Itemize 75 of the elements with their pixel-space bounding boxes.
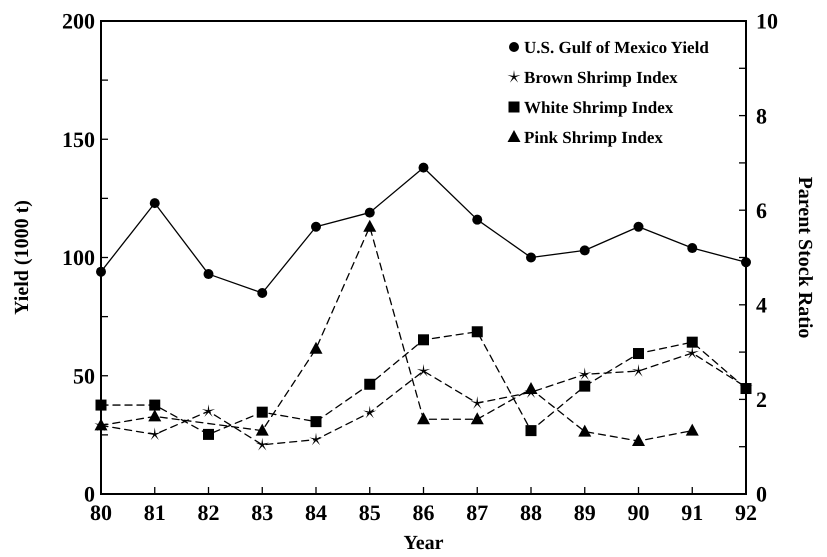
point (472, 214, 482, 225)
point (687, 243, 698, 254)
point (148, 409, 162, 422)
legend-label: Pink Shrimp Index (524, 128, 664, 147)
x-tick-label: 83 (251, 500, 274, 525)
point (150, 198, 160, 208)
x-tick-label: 88 (520, 500, 542, 525)
point (364, 378, 376, 390)
point (204, 269, 214, 280)
point (470, 412, 484, 424)
point (203, 428, 214, 440)
legend-label: White Shrimp Index (524, 98, 674, 117)
x-tick-label: 85 (358, 500, 381, 525)
x-tick-label: 91 (681, 500, 704, 525)
point (363, 406, 376, 418)
point (686, 336, 698, 348)
point (364, 208, 375, 218)
y2-tick-label: 4 (756, 292, 767, 318)
point (472, 326, 483, 338)
point (202, 404, 216, 417)
point (96, 400, 106, 411)
y-tick-label: 200 (62, 8, 95, 34)
x-tick-label: 81 (144, 500, 166, 525)
x-tick-label: 92 (735, 500, 757, 525)
point (634, 222, 644, 232)
point (417, 412, 430, 424)
x-tick-label: 84 (305, 500, 327, 525)
point (740, 383, 752, 394)
y2-axis-title: Parent Stock Ratio (794, 176, 816, 338)
legend-label: U.S. Gulf of Mexico Yield (524, 38, 710, 57)
point (632, 434, 645, 446)
legend-label: Brown Shrimp Index (524, 68, 678, 87)
point (580, 245, 590, 256)
point (257, 288, 268, 298)
point (96, 266, 106, 277)
point (148, 427, 162, 440)
point (741, 257, 751, 268)
point (470, 396, 484, 409)
point (311, 222, 321, 232)
point (524, 382, 538, 394)
point (633, 348, 644, 360)
x-tick-label: 86 (412, 500, 434, 525)
point (686, 424, 699, 436)
y2-tick-label: 0 (756, 482, 767, 507)
y-tick-label: 0 (84, 482, 95, 507)
point (579, 380, 590, 392)
point (256, 424, 269, 436)
point (578, 424, 592, 437)
y2-tick-label: 10 (756, 8, 778, 34)
x-tick-label: 87 (466, 500, 488, 525)
point (256, 406, 268, 418)
point (310, 342, 322, 354)
y-tick-label: 150 (62, 126, 95, 152)
x-tick-label: 90 (628, 500, 650, 525)
y2-tick-label: 2 (756, 387, 767, 412)
point (526, 425, 536, 436)
x-tick-label: 89 (574, 500, 596, 525)
point (578, 367, 592, 380)
y2-tick-label: 6 (756, 198, 767, 223)
y-axis-title: Yield (1000 t) (11, 200, 33, 315)
point (310, 416, 322, 428)
point (256, 438, 269, 450)
point (149, 400, 160, 411)
point (526, 252, 536, 262)
x-axis-title: Year (404, 532, 444, 554)
point (363, 220, 376, 232)
y2-tick-label: 8 (756, 103, 767, 128)
point (686, 346, 699, 359)
y-tick-label: 100 (62, 245, 95, 270)
point (418, 162, 428, 173)
point (418, 334, 429, 346)
point (309, 432, 323, 446)
x-tick-label: 82 (198, 500, 220, 525)
y-tick-label: 50 (73, 363, 95, 388)
point (416, 364, 430, 377)
